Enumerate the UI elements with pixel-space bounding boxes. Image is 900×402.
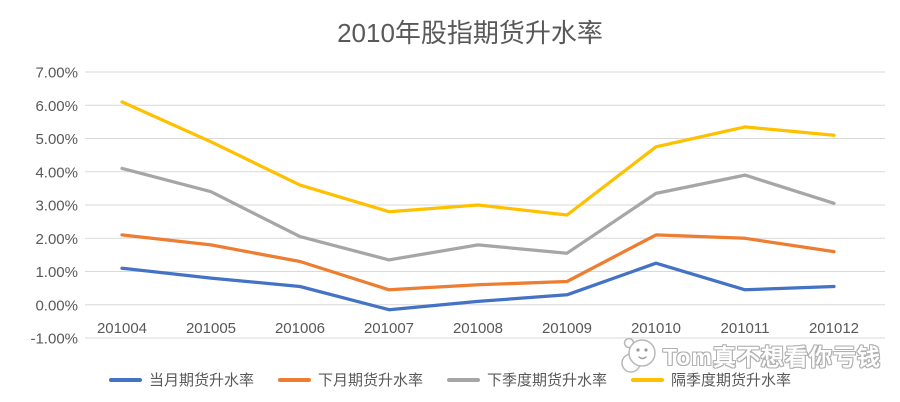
chart-legend: 当月期货升水率 下月期货升水率 下季度期货升水率 隔季度期货升水率 xyxy=(0,369,900,390)
x-axis-tick-label: 201009 xyxy=(542,320,592,337)
legend-label: 下季度期货升水率 xyxy=(487,372,608,389)
y-axis-tick-label: 3.00% xyxy=(35,198,78,215)
y-axis-tick-label: -1.00% xyxy=(30,331,78,348)
chart-title: 2010年股指期货升水率 xyxy=(337,18,603,48)
x-axis-tick-label: 201004 xyxy=(97,320,147,337)
x-axis-tick-label: 201011 xyxy=(721,320,770,337)
legend-label: 下月期货升水率 xyxy=(317,372,423,389)
x-axis-tick-label: 201006 xyxy=(275,320,325,337)
y-axis-tick-label: 7.00% xyxy=(35,65,78,82)
legend-label: 隔季度期货升水率 xyxy=(671,372,792,389)
series-line-当月期货升水率 xyxy=(120,261,836,312)
legend-line-swatch xyxy=(277,377,311,382)
legend-label: 当月期货升水率 xyxy=(148,372,254,389)
series-line-下月期货升水率 xyxy=(120,233,836,292)
legend-item: 当月期货升水率 xyxy=(108,369,254,390)
legend-item: 下月期货升水率 xyxy=(277,369,423,390)
x-axis-tick-label: 201012 xyxy=(809,320,859,337)
x-axis-tick-label: 201010 xyxy=(631,320,681,337)
series-line-隔季度期货升水率 xyxy=(120,100,836,217)
legend-item: 隔季度期货升水率 xyxy=(631,369,791,390)
x-axis-tick-label: 201007 xyxy=(364,320,414,337)
legend-line-swatch xyxy=(447,377,480,382)
x-axis-tick-label: 201008 xyxy=(453,320,503,337)
y-axis-tick-label: 6.00% xyxy=(35,98,78,115)
y-axis-tick-label: 2.00% xyxy=(35,231,78,248)
y-axis-tick-label: 4.00% xyxy=(35,164,78,181)
x-axis-tick-label: 201005 xyxy=(186,320,236,337)
legend-line-swatch xyxy=(108,377,142,382)
legend-item: 下季度期货升水率 xyxy=(447,369,607,390)
legend-line-swatch xyxy=(631,377,665,382)
y-axis-tick-label: 0.00% xyxy=(35,297,78,314)
series-line-下季度期货升水率 xyxy=(120,166,836,262)
y-axis-tick-label: 1.00% xyxy=(35,264,78,281)
y-axis-tick-label: 5.00% xyxy=(35,131,78,148)
